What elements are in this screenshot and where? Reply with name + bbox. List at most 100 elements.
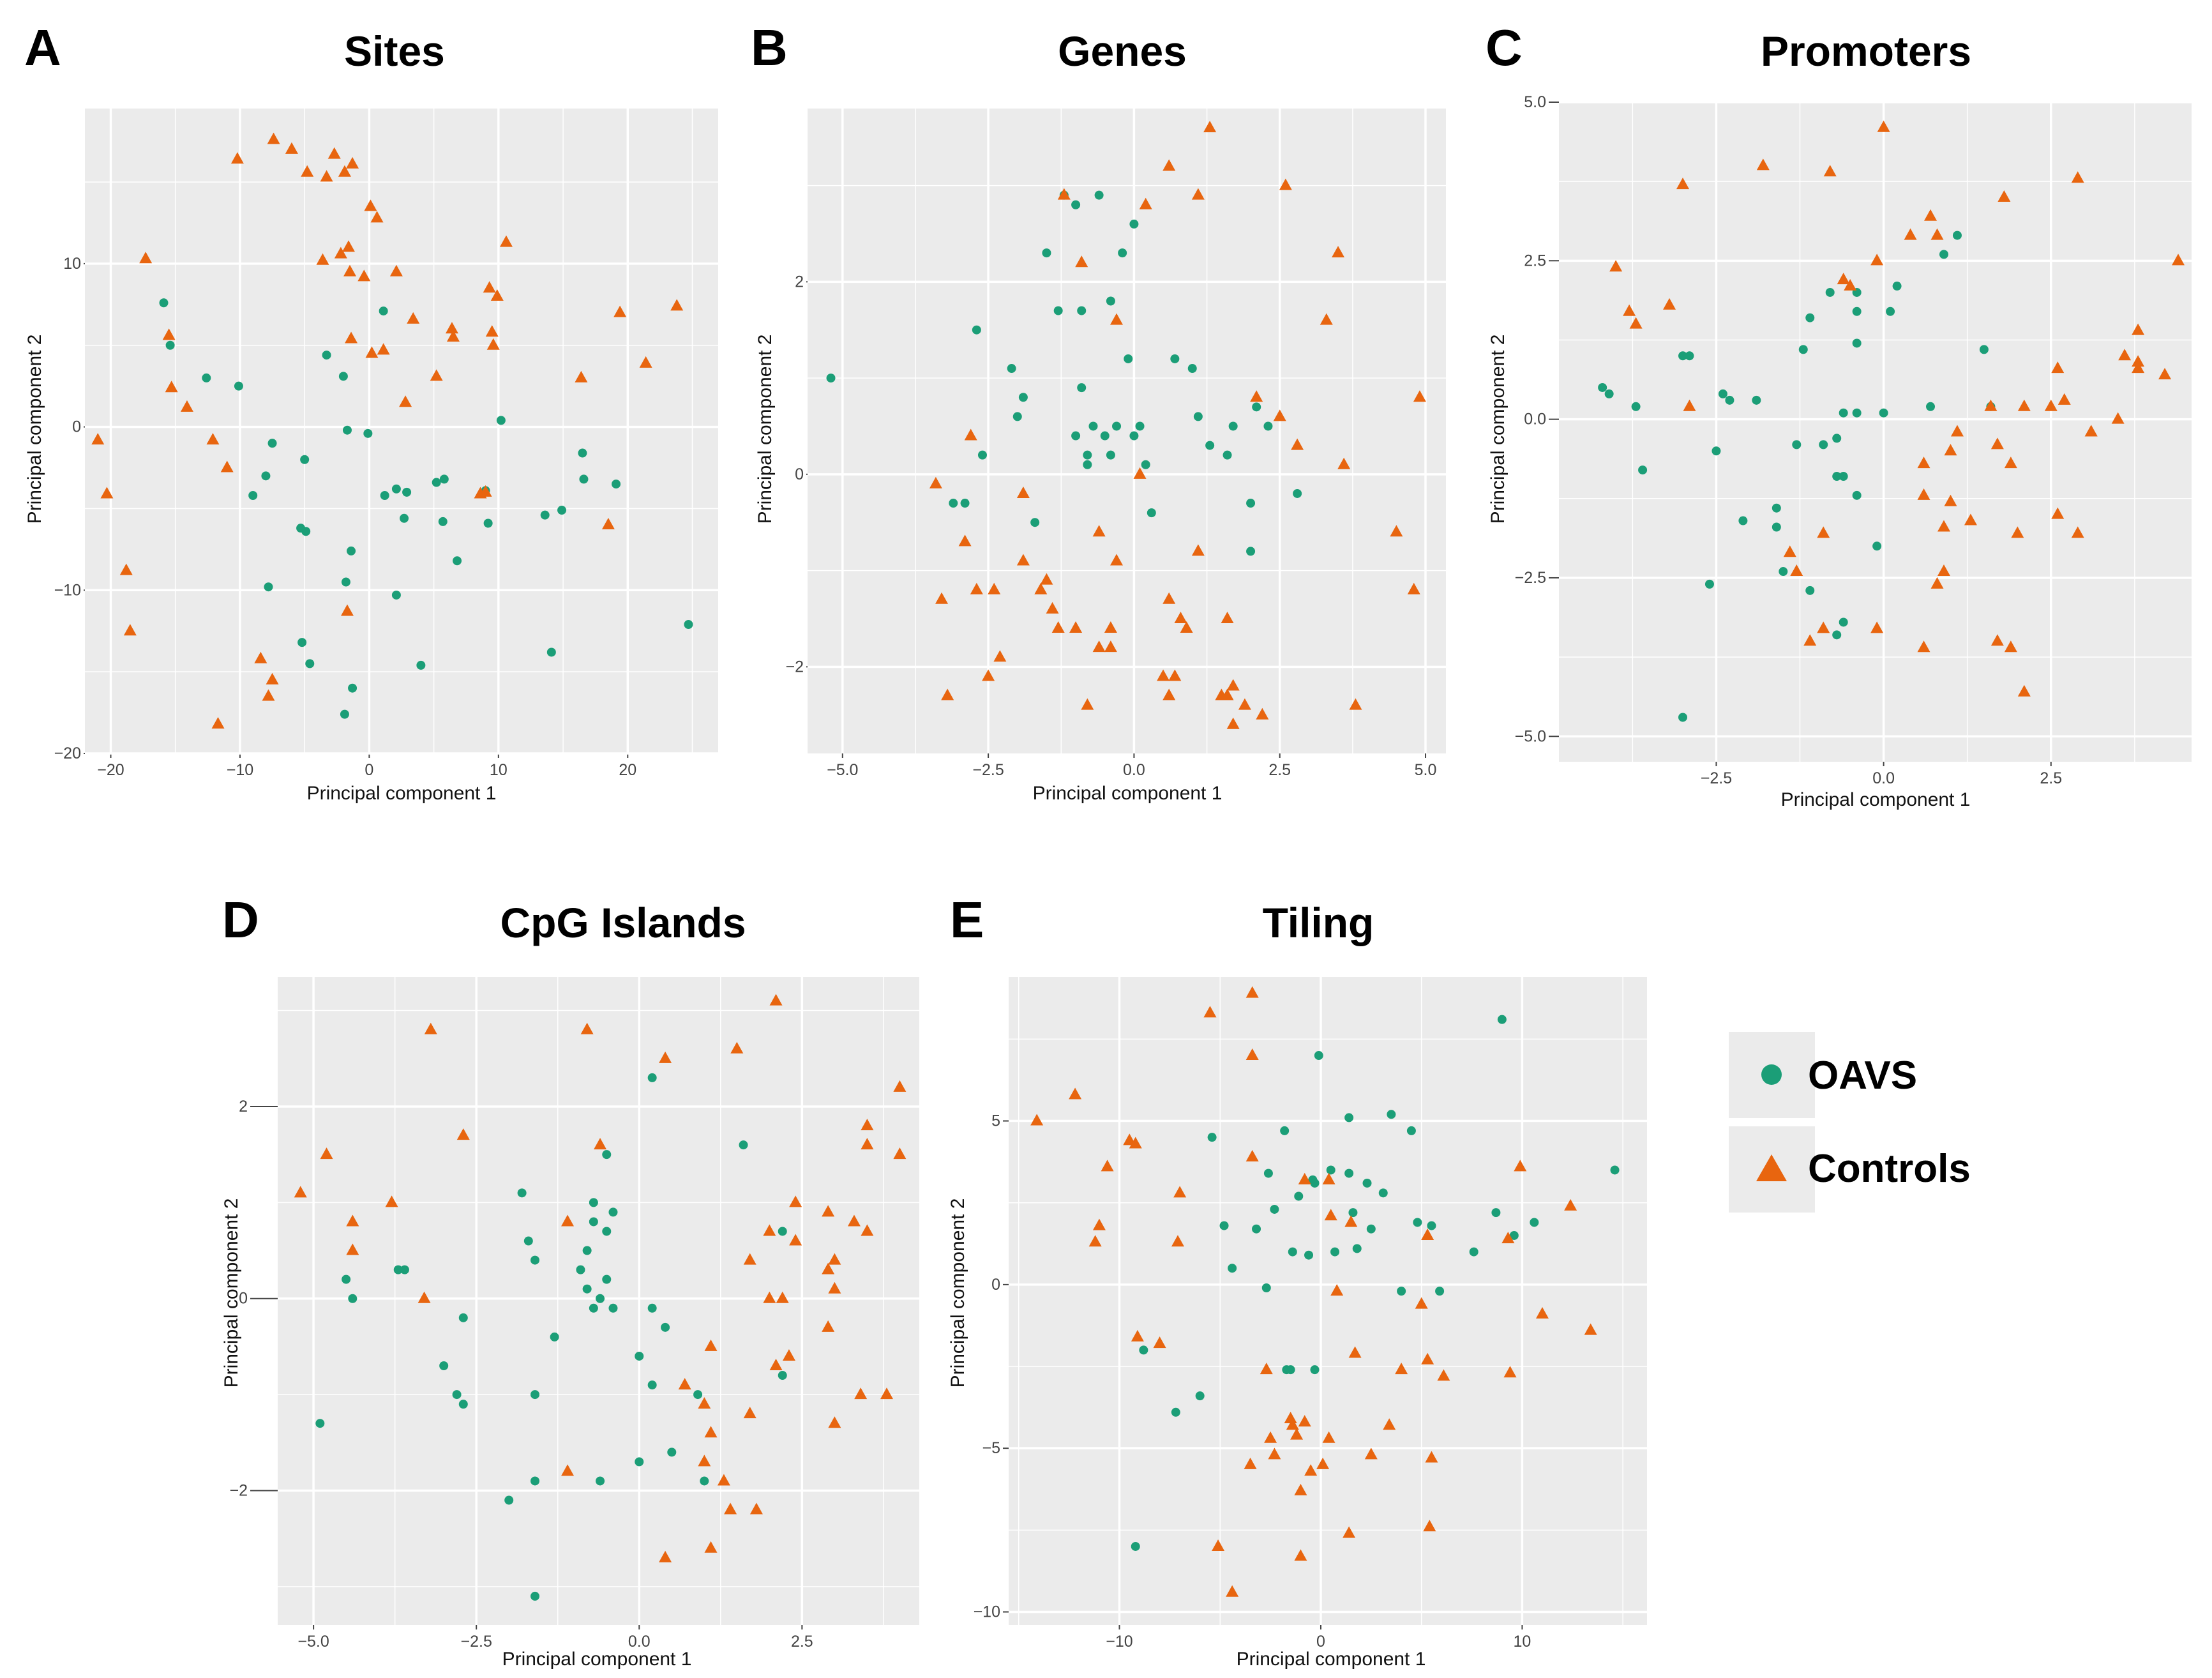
control-point (1046, 601, 1059, 614)
control-point (861, 1138, 874, 1150)
control-point (1092, 640, 1106, 653)
control-point (2071, 171, 2084, 183)
control-point (338, 165, 351, 177)
control-point (2172, 253, 2185, 266)
control-point (1264, 1431, 1277, 1443)
control-point (929, 476, 942, 488)
control-point (1092, 525, 1106, 537)
oavs-point (1497, 1015, 1507, 1024)
control-point (1030, 1114, 1044, 1126)
oavs-point (1387, 1110, 1396, 1119)
oavs-point (578, 448, 587, 458)
control-point (639, 356, 652, 368)
control-point (698, 1397, 711, 1409)
oavs-point (504, 1495, 514, 1505)
control-point (1629, 317, 1643, 329)
control-point (479, 485, 492, 497)
y-tick-label: 2.5 (1524, 252, 1546, 269)
control-point (2132, 361, 2145, 374)
x-tick-label: −10 (227, 761, 253, 779)
control-point (2111, 412, 2125, 424)
plot-area-e: −10 0 10 −10 −5 0 5 (974, 977, 1647, 1651)
oavs-point (1509, 1230, 1519, 1240)
oavs-point (261, 471, 271, 481)
oavs-point (1330, 1247, 1340, 1257)
oavs-point (1261, 1283, 1271, 1292)
oavs-point (391, 484, 401, 494)
oavs-point (1362, 1178, 1372, 1188)
y-tick-label: 0 (795, 465, 804, 483)
oavs-point (1678, 351, 1688, 361)
control-point (1514, 1160, 1527, 1172)
oavs-point (700, 1476, 709, 1486)
oavs-point (453, 556, 462, 566)
control-point (490, 289, 504, 301)
panel-letter-a: A (24, 19, 61, 76)
oavs-point (1704, 579, 1714, 589)
control-point (1294, 1549, 1307, 1561)
y-tick-label: 5.0 (1524, 93, 1546, 111)
control-point (2084, 425, 2098, 437)
control-point (1294, 1483, 1307, 1495)
control-point (1421, 1228, 1434, 1240)
control-point (1364, 1447, 1378, 1460)
control-point (880, 1387, 893, 1400)
control-point (935, 592, 949, 604)
control-point (230, 152, 244, 164)
oavs-point (1187, 364, 1197, 374)
control-point (659, 1550, 672, 1562)
control-point (1917, 640, 1930, 653)
oavs-point (530, 1476, 540, 1486)
oavs-point (1772, 503, 1781, 513)
control-point (1584, 1323, 1597, 1335)
oavs-point (530, 1390, 540, 1400)
y-tick-label: −10 (54, 581, 81, 599)
oavs-point (1294, 1191, 1304, 1201)
oavs-point (264, 582, 273, 592)
oavs-point (1839, 408, 1848, 418)
control-point (1676, 178, 1690, 190)
oavs-point (684, 620, 693, 629)
oavs-point (1100, 431, 1110, 441)
y-tick-label: −2 (785, 658, 804, 676)
control-point (1423, 1520, 1436, 1532)
x-axis-title-a: Principal component 1 (307, 783, 497, 804)
oavs-point (1170, 354, 1180, 363)
oavs-point (452, 1390, 462, 1400)
oavs-point (1310, 1365, 1320, 1375)
control-point (1870, 253, 1884, 266)
oavs-point (1286, 1365, 1295, 1375)
oavs-point (1718, 389, 1727, 398)
control-point (964, 428, 977, 441)
oavs-point (1007, 364, 1016, 374)
oavs-point (1263, 1168, 1273, 1178)
control-point (346, 1243, 359, 1255)
control-point (1623, 304, 1636, 316)
control-point (828, 1253, 841, 1265)
control-point (861, 1119, 874, 1131)
control-point (2132, 355, 2145, 367)
control-point (1291, 438, 1304, 450)
control-point (1407, 582, 1420, 594)
control-point (385, 1195, 398, 1207)
control-point (1104, 621, 1117, 633)
oavs-point (1872, 541, 1882, 551)
control-point (456, 1128, 470, 1140)
oavs-point (1772, 522, 1781, 532)
control-point (1924, 209, 1937, 221)
control-point (1226, 717, 1240, 729)
control-point (2017, 684, 2031, 697)
control-point (418, 1291, 431, 1303)
oavs-point (400, 1265, 409, 1274)
oavs-point (1219, 1221, 1229, 1230)
oavs-point (1030, 518, 1040, 527)
y-tick-label: −20 (54, 745, 81, 762)
control-point (91, 433, 105, 445)
oavs-point (1280, 1126, 1290, 1135)
oavs-point (342, 425, 352, 435)
oavs-point (1053, 306, 1063, 315)
oavs-point (1012, 412, 1022, 421)
control-point (575, 370, 588, 382)
control-point (1157, 669, 1170, 681)
oavs-point (1427, 1221, 1436, 1230)
